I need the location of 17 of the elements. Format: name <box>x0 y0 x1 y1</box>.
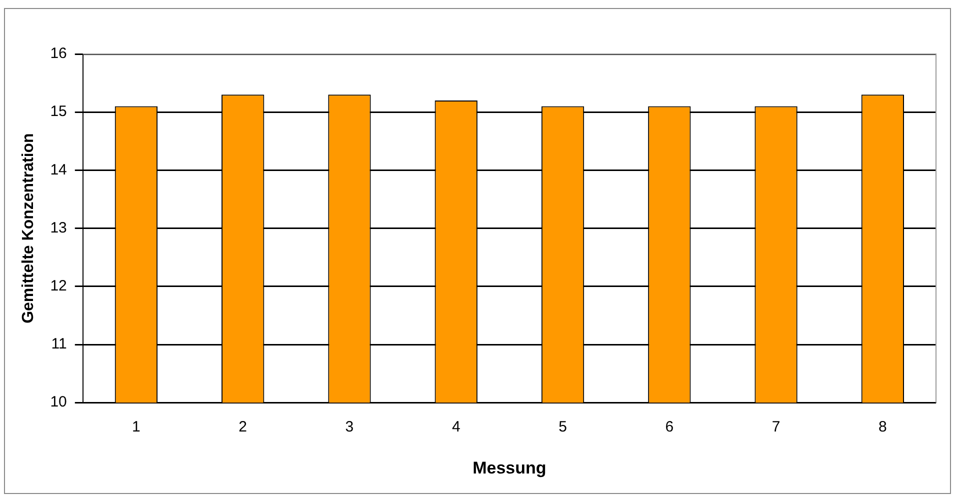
y-tick-label: 14 <box>50 161 67 178</box>
x-axis-title: Messung <box>472 458 546 478</box>
x-tick-label: 5 <box>558 418 567 436</box>
y-tick-label: 16 <box>50 45 67 62</box>
x-tick-label: 7 <box>772 418 780 436</box>
x-tick-label: 4 <box>452 418 460 436</box>
y-axis-title: Gemittelte Konzentration <box>20 133 38 324</box>
y-tick-label: 15 <box>50 103 67 120</box>
y-tick-label: 11 <box>51 336 67 353</box>
y-tick-label: 10 <box>50 394 67 411</box>
x-tick-label: 6 <box>665 418 674 436</box>
x-tick-label: 3 <box>345 418 354 436</box>
x-tick-label: 8 <box>878 418 887 436</box>
y-tick-label: 12 <box>50 278 67 295</box>
x-tick-label: 2 <box>238 418 248 436</box>
x-tick-label: 1 <box>132 418 140 436</box>
y-tick-label: 13 <box>50 219 67 236</box>
